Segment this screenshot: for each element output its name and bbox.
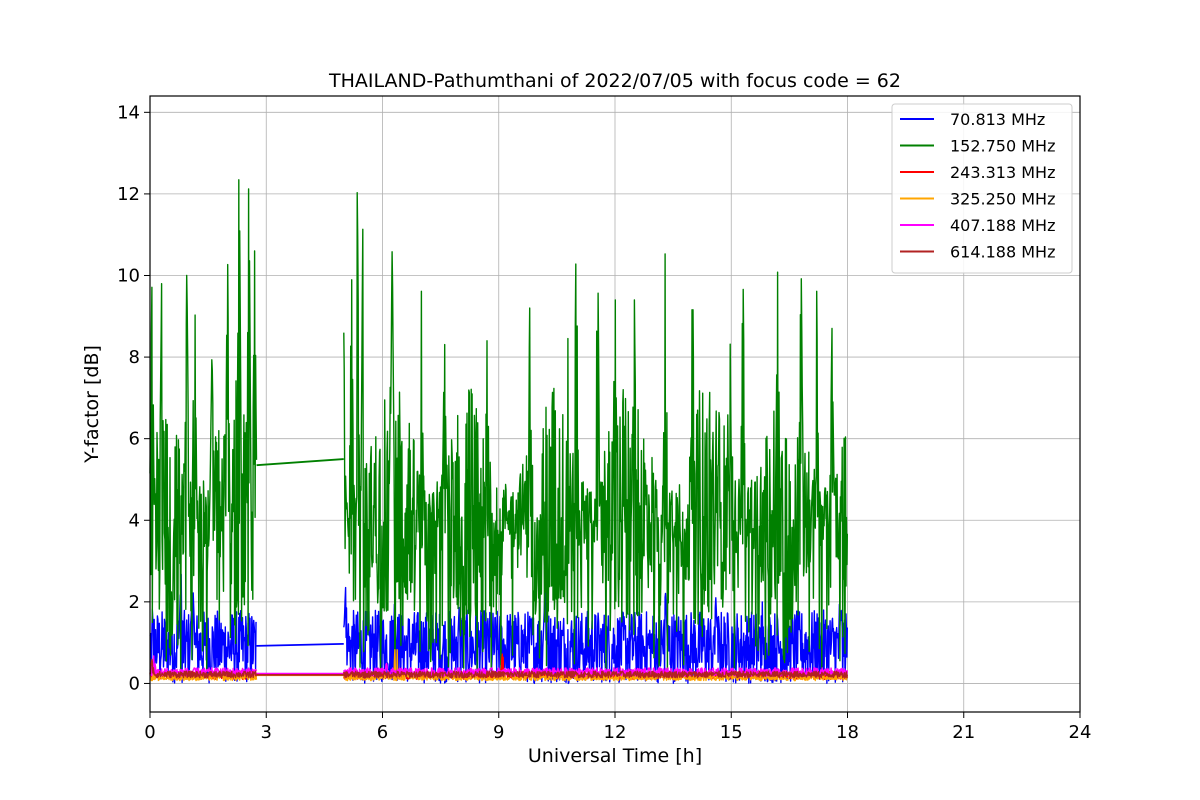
- x-tick-label: 24: [1069, 722, 1092, 743]
- series-line: [343, 192, 848, 674]
- legend-label: 325.250 MHz: [950, 190, 1055, 209]
- legend-label: 614.188 MHz: [950, 243, 1055, 262]
- series-1: [149, 573, 848, 685]
- series-2: [149, 179, 848, 674]
- legend-label: 407.188 MHz: [950, 216, 1055, 235]
- series-line: [343, 670, 848, 679]
- x-tick-label: 18: [836, 722, 859, 743]
- y-tick-label: 0: [129, 673, 140, 694]
- x-tick-label: 15: [720, 722, 743, 743]
- legend-label: 243.313 MHz: [950, 163, 1055, 182]
- legend-box: [891, 103, 1073, 274]
- gap-bridge-line: [256, 458, 344, 467]
- series-line: [343, 585, 848, 685]
- chart-title: THAILAND-Pathumthani of 2022/07/05 with …: [328, 70, 901, 92]
- legend: 70.813 MHz 152.750 MHz 243.313 MHz 325.250 …: [891, 103, 1073, 274]
- x-tick-label: 12: [604, 722, 627, 743]
- y-axis-label: Y-factor [dB]: [81, 345, 103, 464]
- y-tick-label: 10: [117, 265, 140, 286]
- x-tick-label: 9: [493, 722, 504, 743]
- gap-bridge-line: [256, 642, 344, 647]
- series-line: [149, 658, 257, 679]
- y-tick-label: 14: [117, 102, 140, 123]
- legend-label: 152.750 MHz: [950, 137, 1055, 156]
- series-line: [149, 179, 258, 674]
- series-line: [149, 573, 257, 684]
- y-tick-label: 4: [129, 510, 140, 531]
- x-tick-label: 3: [261, 722, 272, 743]
- legend-label: 70.813 MHz: [950, 110, 1045, 129]
- plot-series: [149, 179, 848, 685]
- y-tick-label: 2: [129, 592, 140, 613]
- series-6: [149, 658, 848, 679]
- x-tick-label: 6: [377, 722, 388, 743]
- x-tick-label: 0: [144, 722, 155, 743]
- y-tick-label: 6: [129, 429, 140, 450]
- x-tick-label: 21: [952, 722, 975, 743]
- y-tick-label: 8: [129, 347, 140, 368]
- x-axis-label: Universal Time [h]: [528, 745, 702, 767]
- y-tick-label: 12: [117, 184, 140, 205]
